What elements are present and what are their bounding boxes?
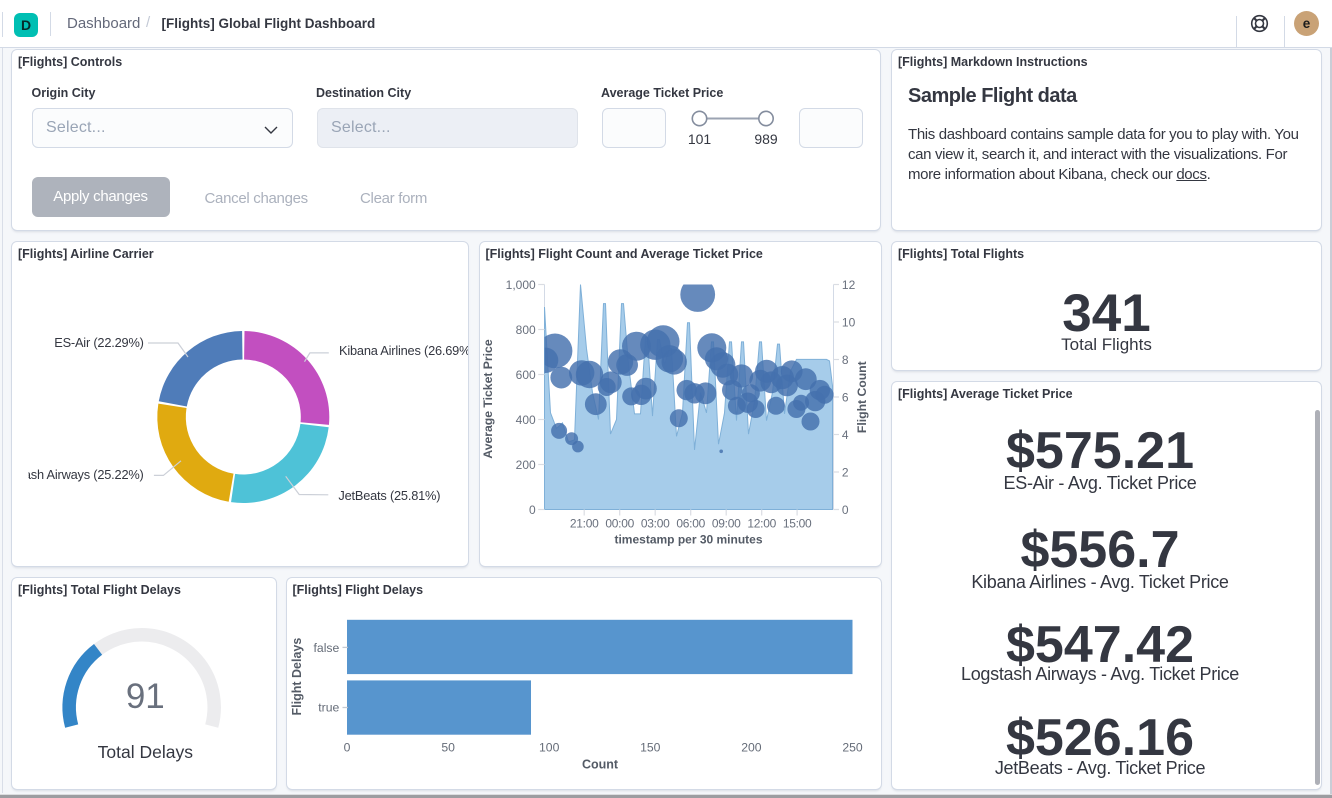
svg-text:timestamp per 30 minutes: timestamp per 30 minutes: [614, 533, 762, 547]
svg-text:101: 101: [688, 131, 712, 147]
svg-text:Kibana Airlines (26.69%): Kibana Airlines (26.69%): [339, 343, 468, 358]
svg-text:200: 200: [741, 741, 762, 755]
svg-text:600: 600: [515, 368, 535, 382]
svg-text:Flight Delays: Flight Delays: [290, 638, 304, 716]
svg-text:21:00: 21:00: [569, 517, 598, 531]
svg-text:200: 200: [515, 458, 535, 472]
svg-text:0: 0: [841, 503, 848, 517]
svg-text:Count: Count: [581, 758, 618, 772]
svg-text:Average Ticket Price: Average Ticket Price: [481, 339, 495, 458]
svg-text:false: false: [313, 641, 339, 655]
svg-text:1,000: 1,000: [505, 278, 535, 292]
svg-text:91: 91: [126, 677, 165, 716]
svg-text:Flight Count: Flight Count: [854, 361, 868, 433]
svg-text:150: 150: [640, 741, 661, 755]
svg-text:09:00: 09:00: [711, 517, 740, 531]
svg-text:0: 0: [529, 503, 536, 517]
svg-text:12:00: 12:00: [747, 517, 776, 531]
svg-text:4: 4: [841, 428, 848, 442]
svg-text:10: 10: [841, 315, 855, 329]
svg-text:800: 800: [515, 323, 535, 337]
svg-text:6: 6: [841, 390, 848, 404]
svg-text:0: 0: [343, 741, 350, 755]
svg-text:250: 250: [842, 741, 863, 755]
svg-text:400: 400: [515, 413, 535, 427]
svg-text:2: 2: [841, 465, 848, 479]
svg-text:true: true: [318, 701, 339, 715]
svg-text:ES-Air (22.29%): ES-Air (22.29%): [54, 335, 143, 350]
svg-text:50: 50: [441, 741, 455, 755]
svg-text:06:00: 06:00: [676, 517, 705, 531]
svg-text:JetBeats (25.81%): JetBeats (25.81%): [338, 488, 440, 503]
svg-text:15:00: 15:00: [782, 517, 811, 531]
svg-text:Total Delays: Total Delays: [98, 742, 194, 762]
svg-text:03:00: 03:00: [640, 517, 669, 531]
svg-text:12: 12: [841, 278, 855, 292]
svg-text:Logstash Airways (25.22%): Logstash Airways (25.22%): [12, 467, 144, 482]
svg-text:989: 989: [754, 131, 778, 147]
svg-text:00:00: 00:00: [605, 517, 634, 531]
svg-text:8: 8: [841, 353, 848, 367]
svg-text:100: 100: [539, 741, 560, 755]
